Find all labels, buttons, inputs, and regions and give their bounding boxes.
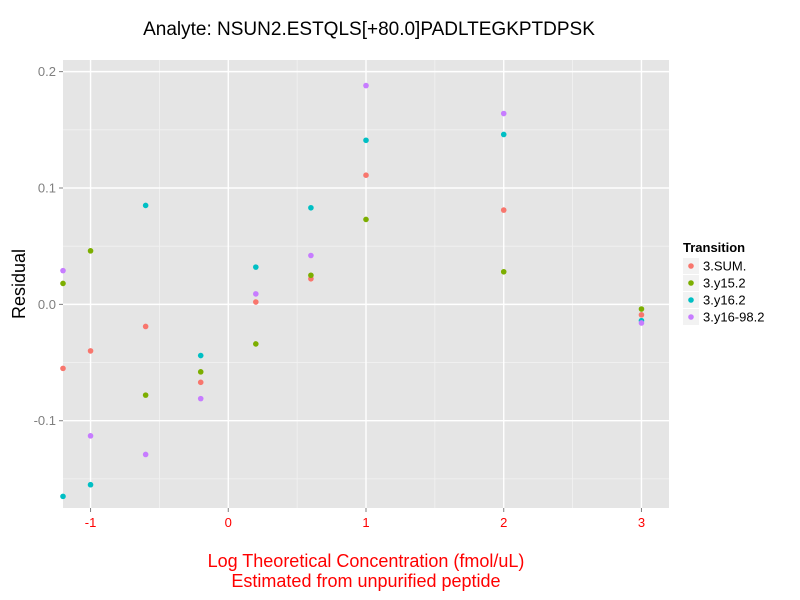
data-point <box>60 280 66 287</box>
data-point <box>638 306 645 312</box>
data-point <box>87 348 94 354</box>
data-point <box>197 369 204 375</box>
x-tick-label: -1 <box>85 515 97 530</box>
legend-swatch <box>688 314 694 320</box>
grid-major <box>63 60 669 508</box>
y-axis-label: Residual <box>9 249 29 319</box>
legend-label: 3.y16.2 <box>703 293 746 308</box>
y-tick-label: 0.0 <box>38 297 56 312</box>
legend-label: 3.SUM. <box>703 259 746 274</box>
x-axis-ticks: -1 0 1 2 3 <box>85 508 645 530</box>
legend-swatch <box>688 280 694 286</box>
data-point <box>638 312 645 318</box>
data-point <box>253 291 259 297</box>
data-point <box>60 267 66 274</box>
x-tick-label: 3 <box>638 515 645 530</box>
y-tick-label: 0.1 <box>38 181 56 196</box>
x-tick-label: 0 <box>225 515 232 530</box>
legend: Transition 3.SUM. 3.y15.2 3.y16.2 3.y16-98.… <box>683 240 764 325</box>
data-point <box>142 202 149 209</box>
data-point <box>142 323 149 330</box>
x-axis-label-line-2: Estimated from unpurified peptide <box>231 571 500 591</box>
y-tick-label: 0.2 <box>38 64 56 79</box>
data-point <box>87 481 94 488</box>
data-point <box>142 451 149 458</box>
data-point <box>363 172 369 178</box>
data-point <box>363 216 369 223</box>
data-point <box>253 341 259 347</box>
data-point <box>638 320 645 326</box>
data-point <box>197 352 204 359</box>
data-points <box>60 82 645 500</box>
data-point <box>500 268 507 275</box>
data-point <box>87 433 94 439</box>
data-point <box>197 379 204 386</box>
data-point <box>500 207 507 213</box>
legend-swatch <box>688 297 694 303</box>
data-point <box>253 264 259 270</box>
legend-label: 3.y16-98.2 <box>703 310 764 325</box>
legend-label: 3.y15.2 <box>703 276 746 291</box>
y-axis-ticks: -0.1 0.0 0.1 0.2 <box>34 64 63 428</box>
y-tick-label: -0.1 <box>34 413 56 428</box>
x-axis-label-line-1: Log Theoretical Concentration (fmol/uL) <box>208 551 525 571</box>
legend-title: Transition <box>683 240 745 255</box>
data-point <box>363 82 369 89</box>
data-point <box>308 272 314 279</box>
data-point <box>308 252 314 259</box>
data-point <box>363 137 369 144</box>
data-point <box>142 392 149 398</box>
data-point <box>500 110 507 117</box>
x-tick-label: 2 <box>500 515 507 530</box>
data-point <box>500 131 507 138</box>
chart-title: Analyte: NSUN2.ESTQLS[+80.0]PADLTEGKPTDP… <box>143 19 595 40</box>
data-point <box>253 299 259 305</box>
data-point <box>60 365 66 372</box>
legend-swatch <box>688 263 694 269</box>
data-point <box>308 204 314 211</box>
data-point <box>87 248 94 254</box>
x-tick-label: 1 <box>362 515 369 530</box>
data-point <box>197 395 204 402</box>
data-point <box>60 493 66 500</box>
